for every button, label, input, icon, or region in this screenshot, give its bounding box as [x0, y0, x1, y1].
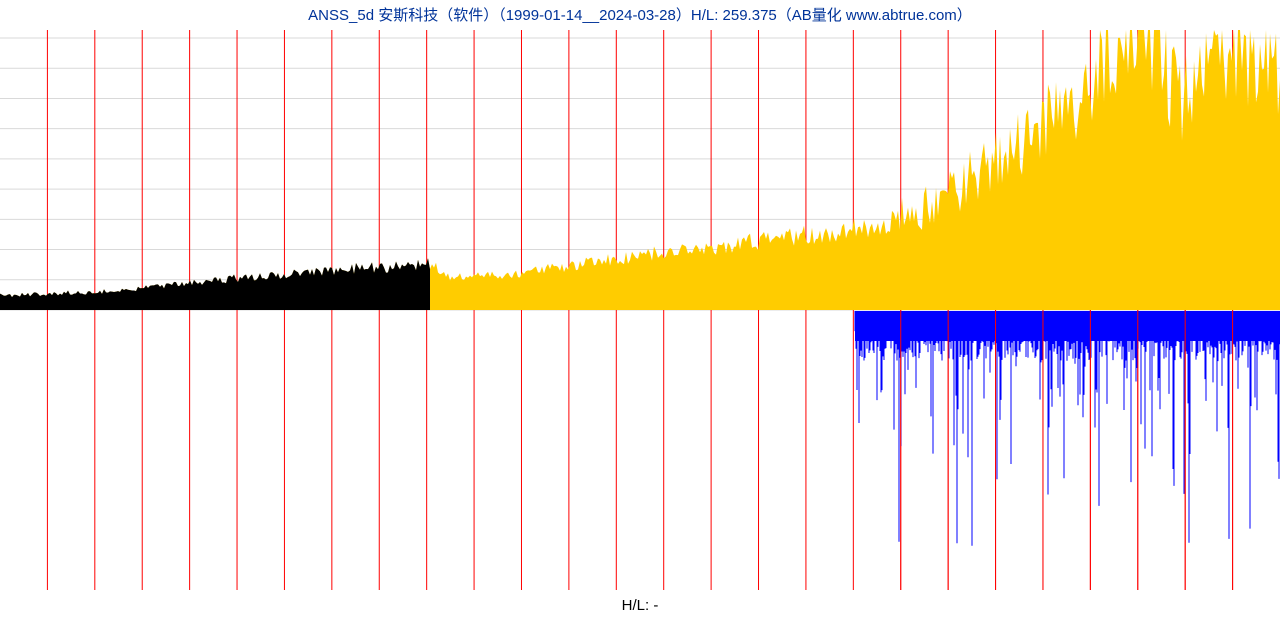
stock-chart: [0, 30, 1280, 590]
chart-area: [0, 30, 1280, 590]
chart-subtitle: H/L: -: [0, 597, 1280, 614]
chart-title: ANSS_5d 安斯科技（软件）（1999-01-14__2024-03-28）…: [0, 4, 1280, 25]
